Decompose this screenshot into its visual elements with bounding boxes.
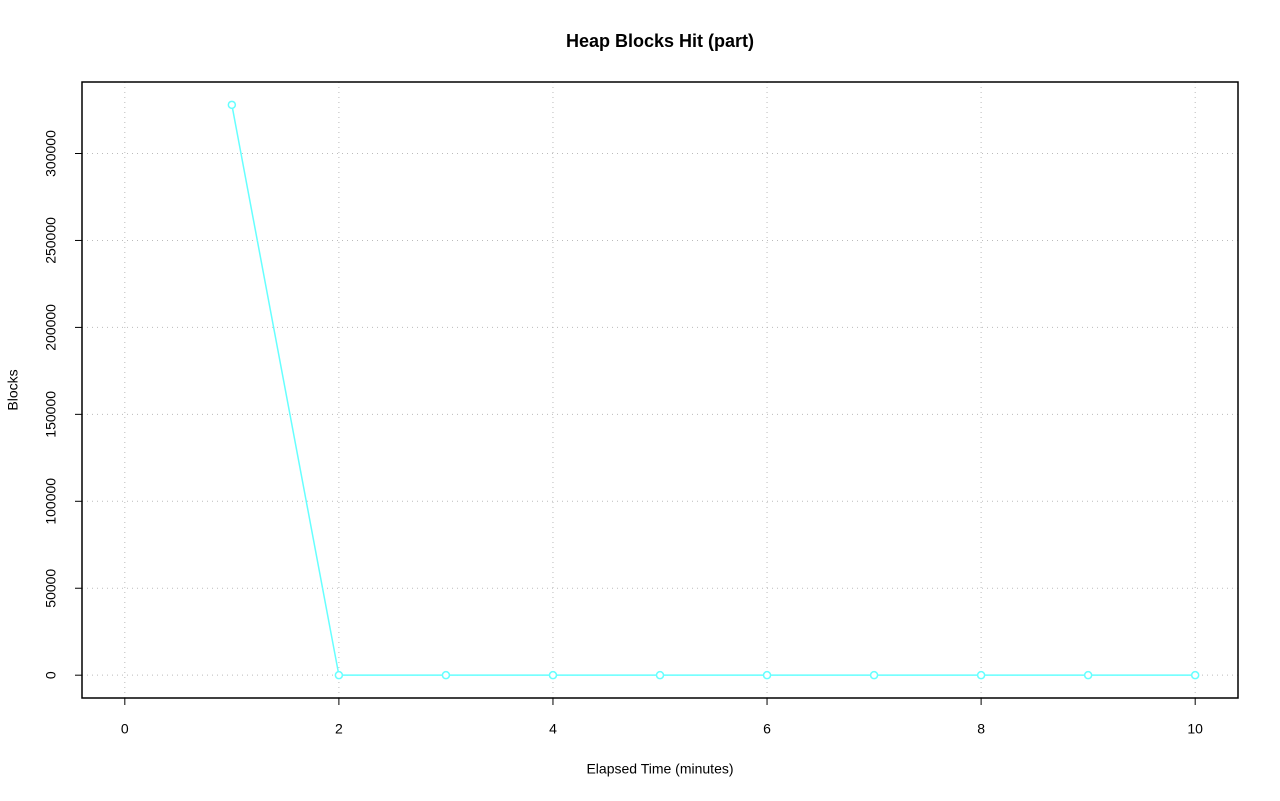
plot-border [81,81,1239,699]
y-tick-label: 0 [43,671,59,679]
x-tick-label: 8 [977,721,985,737]
y-tick-label: 100000 [43,478,59,525]
point [1083,670,1093,680]
x-tick-label: 6 [763,721,771,737]
y-axis-label: Blocks [5,369,21,410]
point [869,670,879,680]
y-tick-label: 150000 [43,391,59,438]
line [231,104,1196,676]
y-tick-label: 250000 [43,217,59,264]
x-tick-label: 4 [549,721,557,737]
point [441,670,451,680]
x-tick-label: 10 [1187,721,1203,737]
y-tick-label: 50000 [43,569,59,608]
point [762,670,772,680]
point [548,670,558,680]
x-tick-label: 2 [335,721,343,737]
x-tick-label: 0 [121,721,129,737]
point [227,100,237,110]
y-tick-label: 200000 [43,304,59,351]
point [655,670,665,680]
point [1190,670,1200,680]
point [976,670,986,680]
y-tick-label: 300000 [43,130,59,177]
point [334,670,344,680]
chart-title: Heap Blocks Hit (part) [566,31,754,51]
x-axis-label: Elapsed Time (minutes) [586,761,733,777]
